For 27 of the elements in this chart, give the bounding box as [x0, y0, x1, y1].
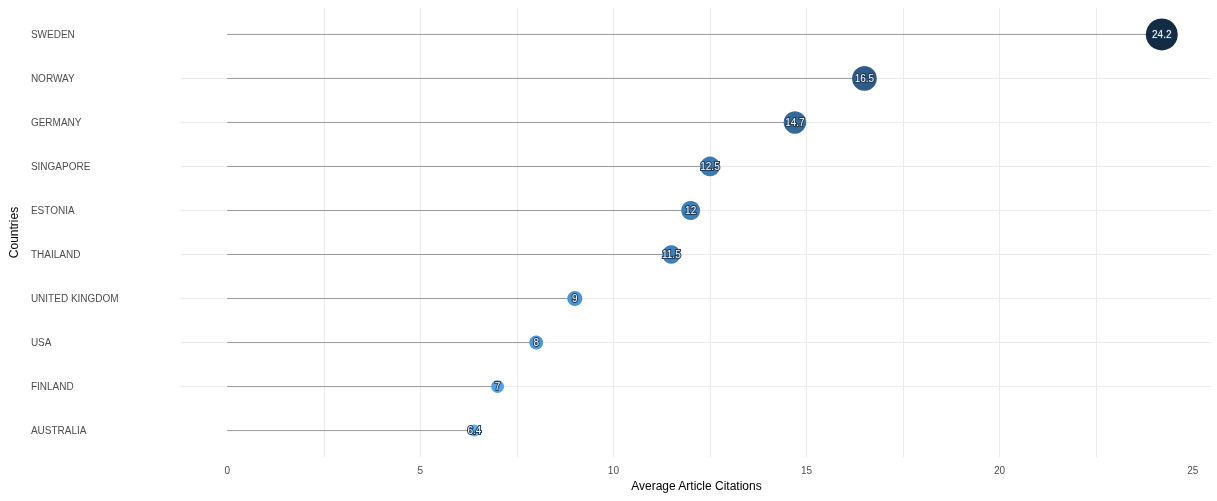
y-tick-label: FINLAND: [30, 381, 74, 393]
x-axis-title: Average Article Citations: [631, 478, 762, 493]
data-label: 14.7: [785, 116, 806, 128]
y-axis-title: Countries: [7, 206, 21, 259]
y-tick-label: THAILAND: [30, 249, 81, 261]
y-tick-label: AUSTRALIA: [30, 425, 87, 437]
y-tick-label: SWEDEN: [30, 28, 75, 40]
data-label: 9: [572, 293, 579, 305]
x-tick-label: 15: [800, 464, 813, 476]
y-tick-label: UNITED KINGDOM: [30, 293, 119, 305]
data-label: 24.2: [1152, 28, 1172, 40]
x-tick-label: 10: [607, 464, 620, 476]
x-tick-label: 5: [417, 464, 424, 476]
data-label: 8: [533, 337, 540, 349]
y-tick-label: SINGAPORE: [30, 160, 91, 172]
y-tick-label: NORWAY: [30, 72, 75, 84]
y-tick-label: ESTONIA: [30, 204, 75, 216]
data-label: 12: [685, 204, 697, 216]
y-tick-label: GERMANY: [30, 116, 82, 128]
y-tick-label: USA: [30, 337, 52, 349]
data-label: 16.5: [854, 72, 875, 84]
data-label: 7: [494, 381, 501, 393]
data-label: 12.5: [700, 160, 721, 172]
x-tick-label: 25: [1187, 464, 1199, 476]
x-tick-label: 0: [224, 464, 231, 476]
data-label: 11.5: [661, 249, 682, 261]
x-tick-label: 20: [994, 464, 1006, 476]
